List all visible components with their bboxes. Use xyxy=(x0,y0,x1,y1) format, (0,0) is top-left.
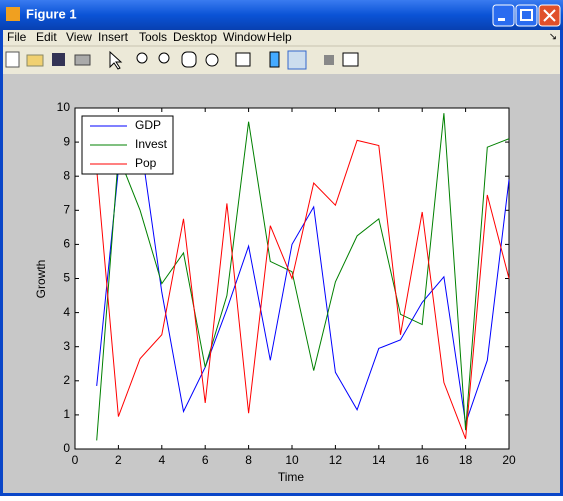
datacursor-button[interactable] xyxy=(235,52,251,67)
x-tick-label: 20 xyxy=(502,453,516,467)
menu-item[interactable]: View xyxy=(66,30,92,44)
colorbar-button[interactable] xyxy=(269,51,280,68)
menu-item[interactable]: Help xyxy=(267,30,292,44)
data-line xyxy=(96,137,510,424)
minimize-button[interactable] xyxy=(492,4,515,27)
legend: GDP Invest Pop xyxy=(81,115,174,175)
x-tick-label: 10 xyxy=(285,453,299,467)
legend-label: Pop xyxy=(135,156,157,170)
menu-arrow: ↘ xyxy=(549,32,557,43)
x-tick-label: 12 xyxy=(329,453,343,467)
print-button[interactable] xyxy=(74,54,91,66)
y-tick-label: 7 xyxy=(63,202,70,216)
y-tick-label: 10 xyxy=(57,100,71,114)
legend-button[interactable] xyxy=(287,50,307,70)
y-tick-label: 3 xyxy=(63,339,70,353)
y-tick-label: 5 xyxy=(63,271,70,285)
zoom-out-button[interactable] xyxy=(158,52,170,64)
menu-item[interactable]: Window xyxy=(223,30,266,44)
y-tick-label: 4 xyxy=(63,305,70,319)
menu-item[interactable]: Tools xyxy=(139,30,167,44)
maximize-button[interactable] xyxy=(515,4,538,27)
x-tick-label: 2 xyxy=(115,453,122,467)
zoom-in-button[interactable] xyxy=(136,52,148,64)
title-bar xyxy=(0,0,563,30)
toolbar xyxy=(5,50,359,70)
legend-label: GDP xyxy=(135,118,161,132)
new-button[interactable] xyxy=(5,51,20,68)
x-tick-label: 18 xyxy=(459,453,473,467)
hide-tools-button[interactable] xyxy=(324,55,334,65)
x-tick-label: 16 xyxy=(416,453,430,467)
menu-item[interactable]: Insert xyxy=(98,30,129,44)
menu-item[interactable]: Desktop xyxy=(173,30,217,44)
data-line xyxy=(96,139,510,439)
x-tick-label: 8 xyxy=(245,453,252,467)
pan-button[interactable] xyxy=(181,51,197,68)
show-tools-button[interactable] xyxy=(342,52,359,67)
y-tick-label: 8 xyxy=(63,168,70,182)
pointer-button[interactable] xyxy=(109,50,123,70)
y-tick-label: 9 xyxy=(63,134,70,148)
window-title: Figure 1 xyxy=(26,6,77,21)
rotate-button[interactable] xyxy=(205,53,219,67)
y-tick-label: 0 xyxy=(63,441,70,455)
close-button[interactable] xyxy=(538,4,561,27)
menu-item[interactable]: Edit xyxy=(36,30,57,44)
x-tick-label: 14 xyxy=(372,453,386,467)
data-line xyxy=(96,113,510,441)
y-tick-label: 2 xyxy=(63,373,70,387)
x-tick-label: 4 xyxy=(158,453,165,467)
y-axis-label: Growth xyxy=(34,260,48,299)
open-button[interactable] xyxy=(26,54,44,67)
x-axis-label: Time xyxy=(278,470,305,484)
menu-bar: File Edit View Insert Tools Desktop Window Help xyxy=(7,30,292,44)
menu-item[interactable]: File xyxy=(7,30,27,44)
y-tick-label: 1 xyxy=(63,407,70,421)
x-tick-label: 0 xyxy=(72,453,79,467)
save-button[interactable] xyxy=(52,53,65,66)
y-tick-label: 6 xyxy=(63,237,70,251)
x-tick-label: 6 xyxy=(202,453,209,467)
app-icon xyxy=(6,7,20,21)
legend-label: Invest xyxy=(135,137,168,151)
